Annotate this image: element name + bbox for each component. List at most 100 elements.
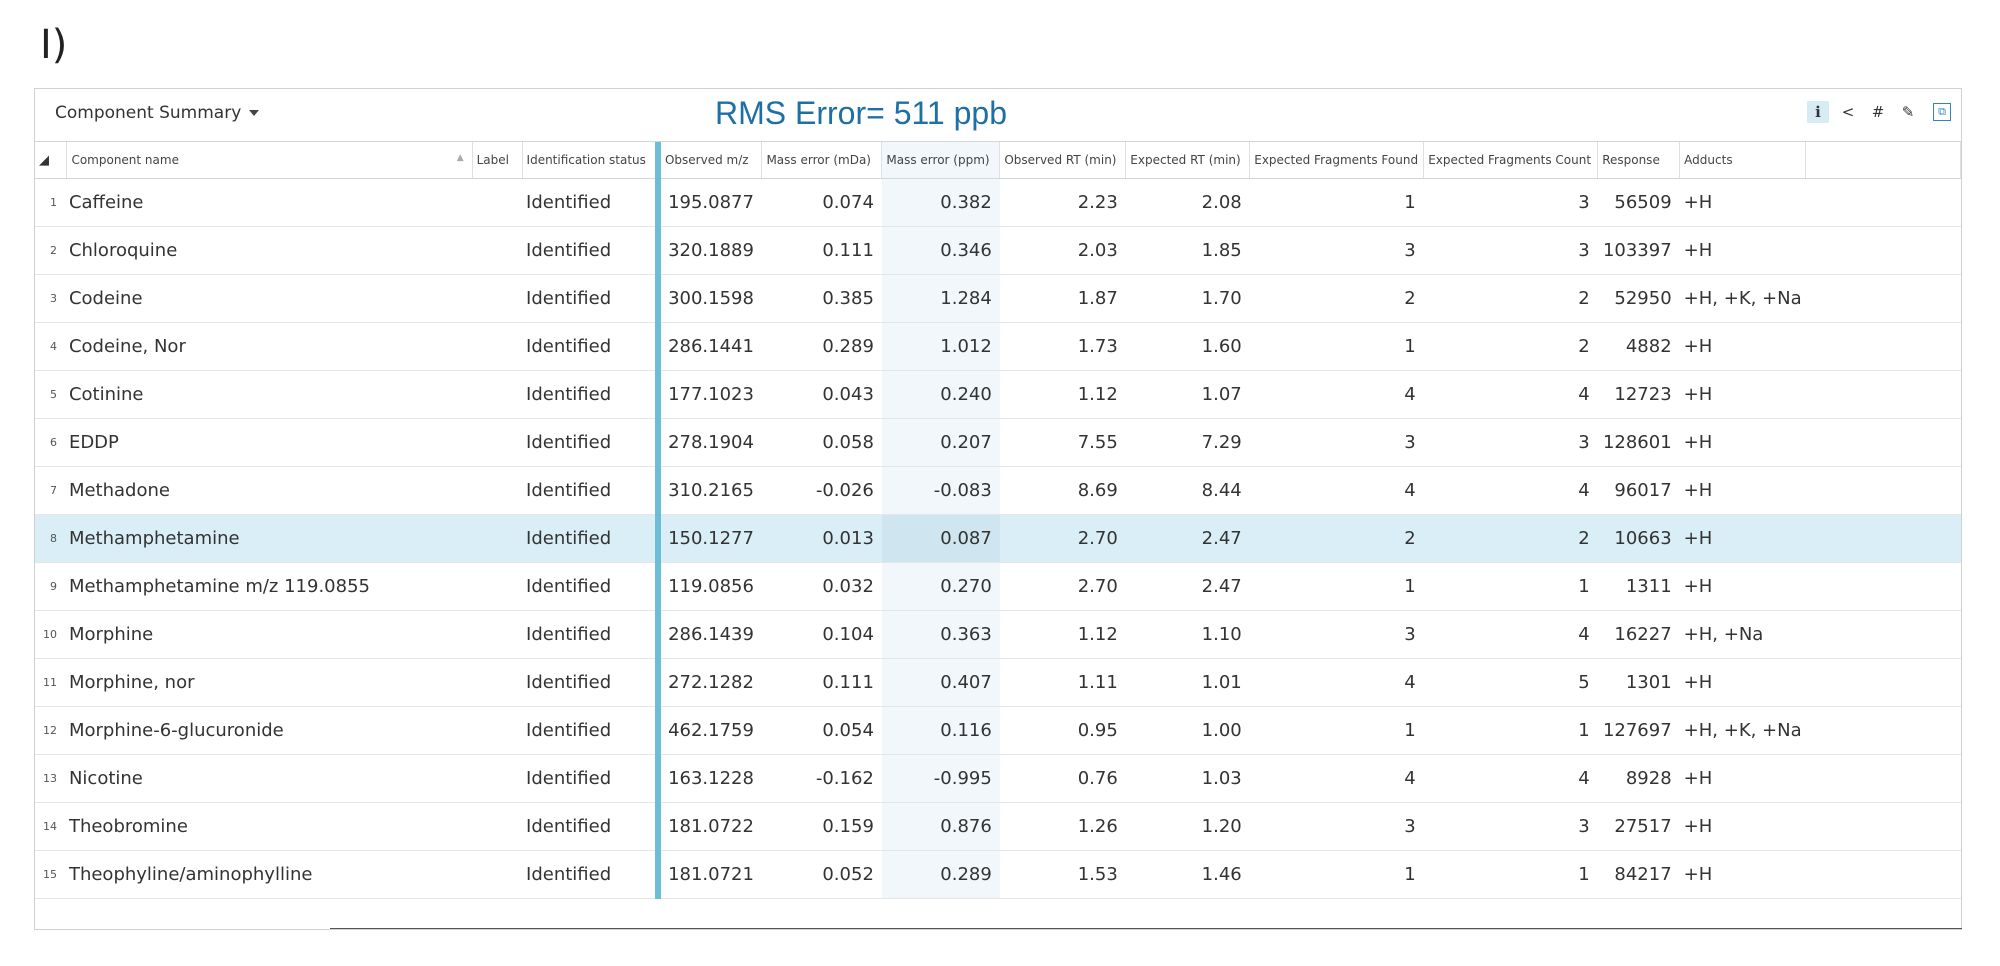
identification-status-cell: Identified [522,370,658,419]
observed-mz-cell: 286.1441 [654,322,762,371]
identification-status-cell: Identified [522,706,658,755]
component-name-cell: Codeine [66,274,473,323]
component-name-cell: EDDP [66,418,473,467]
observed-mz-cell: 163.1228 [654,754,762,803]
observed-rt-cell: 2.03 [999,226,1126,275]
select-all-corner[interactable]: ◢ [35,142,68,179]
table-row[interactable]: 12 Morphine-6-glucuronide Identified 462.17… [35,706,1961,755]
component-summary-dropdown[interactable]: Component Summary [55,103,260,123]
fragments-count-cell: 3 [1423,178,1598,227]
row-index: 1 [35,178,67,227]
filler-cell [1805,562,1961,611]
col-fragments-found[interactable]: Expected Fragments Found [1249,142,1425,179]
table-row[interactable]: 8 Methamphetamine Identified 150.1277 0.013 0… [35,514,1961,563]
mass-error-ppm-cell: 0.207 [881,418,1000,467]
component-name-cell: Methamphetamine [66,514,473,563]
fragments-found-cell: 3 [1249,226,1424,275]
col-expected-rt[interactable]: Expected RT (min) [1125,142,1251,179]
fragments-count-cell: 2 [1423,322,1598,371]
identification-status-cell: Identified [522,802,658,851]
component-name-cell: Theophyline/aminophylline [66,850,473,899]
edit-icon[interactable]: ✎ [1901,103,1915,121]
col-fragments-count[interactable]: Expected Fragments Count [1423,142,1599,179]
fragments-found-cell: 4 [1249,466,1424,515]
mass-error-ppm-cell: 0.116 [881,706,1000,755]
table-row[interactable]: 15 Theophyline/aminophylline Identified 181… [35,850,1961,899]
response-cell: 10663 [1597,514,1680,563]
col-adducts[interactable]: Adducts [1679,142,1807,179]
filler-cell [1805,754,1961,803]
label-cell [472,850,523,899]
observed-mz-cell: 272.1282 [654,658,762,707]
mass-error-mda-cell: 0.111 [761,658,882,707]
filler-cell [1805,610,1961,659]
table-row[interactable]: 1 Caffeine Identified 195.0877 0.074 0.382 2.2… [35,178,1961,227]
table-row[interactable]: 10 Morphine Identified 286.1439 0.104 0.363 1.… [35,610,1961,659]
observed-rt-cell: 2.70 [999,562,1126,611]
popout-icon[interactable]: ⧉ [1933,103,1951,121]
table-row[interactable]: 13 Nicotine Identified 163.1228 -0.162 -0.995… [35,754,1961,803]
identification-status-cell: Identified [522,274,658,323]
identification-status-cell: Identified [522,178,658,227]
table-row[interactable]: 5 Cotinine Identified 177.1023 0.043 0.240 1.1… [35,370,1961,419]
mass-error-mda-cell: 0.032 [761,562,882,611]
col-observed-rt[interactable]: Observed RT (min) [999,142,1127,179]
hash-icon[interactable]: # [1871,103,1885,121]
adducts-cell: +H [1679,850,1806,899]
identification-status-cell: Identified [522,754,658,803]
observed-rt-cell: 0.76 [999,754,1126,803]
row-index: 12 [35,706,67,755]
share-icon[interactable]: < [1841,103,1855,121]
fragments-found-cell: 3 [1249,802,1424,851]
col-label[interactable]: Label [472,142,523,179]
table-row[interactable]: 9 Methamphetamine m/z 119.0855 Identified 1… [35,562,1961,611]
table-row[interactable]: 6 EDDP Identified 278.1904 0.058 0.207 7.55 7.2… [35,418,1961,467]
filler-cell [1805,322,1961,371]
info-icon[interactable]: ℹ [1807,101,1829,123]
component-name-cell: Methamphetamine m/z 119.0855 [66,562,473,611]
mass-error-mda-cell: 0.289 [761,322,882,371]
observed-mz-cell: 195.0877 [654,178,762,227]
adducts-cell: +H, +Na [1679,610,1806,659]
fragments-count-cell: 4 [1423,754,1598,803]
mass-error-ppm-cell: 0.240 [881,370,1000,419]
mass-error-ppm-cell: -0.083 [881,466,1000,515]
label-cell [472,322,523,371]
response-cell: 128601 [1597,418,1680,467]
response-cell: 27517 [1597,802,1680,851]
component-name-cell: Cotinine [66,370,473,419]
fragments-count-cell: 2 [1423,514,1598,563]
adducts-cell: +H [1679,802,1806,851]
fragments-count-cell: 3 [1423,802,1598,851]
response-cell: 12723 [1597,370,1680,419]
mass-error-mda-cell: 0.043 [761,370,882,419]
response-cell: 96017 [1597,466,1680,515]
table-row[interactable]: 4 Codeine, Nor Identified 286.1441 0.289 1.01… [35,322,1961,371]
table-row[interactable]: 11 Morphine, nor Identified 272.1282 0.111 0.… [35,658,1961,707]
figure-label: I) [40,22,68,68]
label-cell [472,370,523,419]
fragments-count-cell: 1 [1423,562,1598,611]
response-cell: 8928 [1597,754,1680,803]
row-index: 13 [35,754,67,803]
table-row[interactable]: 14 Theobromine Identified 181.0722 0.159 0.87… [35,802,1961,851]
col-mass-error-mda[interactable]: Mass error (mDa) [761,142,883,179]
col-mass-error-ppm[interactable]: Mass error (ppm) [881,142,1001,179]
row-index: 9 [35,562,67,611]
col-response[interactable]: Response [1597,142,1681,179]
col-observed-mz[interactable]: Observed m/z [654,142,763,179]
mass-error-mda-cell: 0.385 [761,274,882,323]
table-row[interactable]: 3 Codeine Identified 300.1598 0.385 1.284 1.87… [35,274,1961,323]
col-identification-status[interactable]: Identification status [522,142,659,179]
response-cell: 84217 [1597,850,1680,899]
component-name-cell: Methadone [66,466,473,515]
adducts-cell: +H [1679,466,1806,515]
observed-rt-cell: 1.12 [999,370,1126,419]
col-component-name[interactable]: Component name ▲ [66,142,473,179]
adducts-cell: +H [1679,322,1806,371]
table-row[interactable]: 7 Methadone Identified 310.2165 -0.026 -0.083… [35,466,1961,515]
table-row[interactable]: 2 Chloroquine Identified 320.1889 0.111 0.346… [35,226,1961,275]
expected-rt-cell: 1.60 [1125,322,1250,371]
expected-rt-cell: 8.44 [1125,466,1250,515]
caret-down-icon [249,110,260,116]
